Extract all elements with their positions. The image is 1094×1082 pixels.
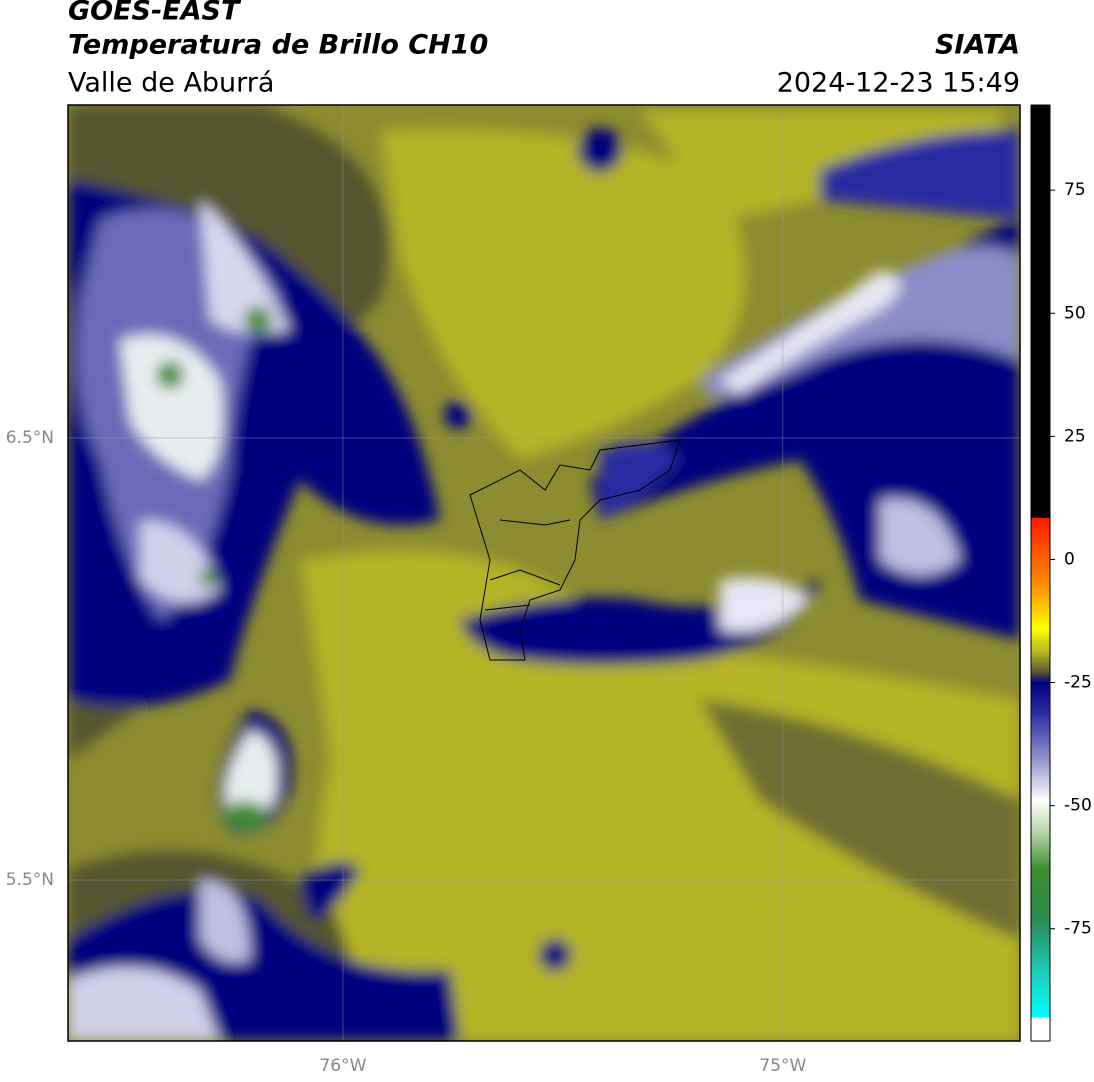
datetime: 2024-12-23 15:49 [777, 68, 1020, 99]
y-tick-label: 5.5°N [6, 870, 54, 890]
colorbar-tick-label: 75 [1064, 180, 1086, 200]
x-tick-label: 76°W [319, 1056, 366, 1076]
colorbar [1030, 104, 1051, 1042]
colorbar-tick-label: 50 [1064, 303, 1086, 323]
colorbar-tick-label: 25 [1064, 426, 1086, 446]
source: SIATA [935, 30, 1020, 61]
region: Valle de Aburrá [68, 68, 274, 99]
y-tick-label: 6.5°N [6, 428, 54, 448]
satellite-image [68, 105, 1020, 1041]
x-tick-label: 75°W [759, 1056, 806, 1076]
colorbar-tick-label: -75 [1064, 919, 1092, 939]
colorbar-tick-label: 0 [1064, 549, 1075, 569]
title: GOES-EAST [68, 0, 242, 27]
colorbar-tick-label: -25 [1064, 673, 1092, 693]
map-frame [67, 104, 1021, 1042]
colorbar-tick-label: -50 [1064, 796, 1092, 816]
subtitle: Temperatura de Brillo CH10 [68, 30, 488, 61]
